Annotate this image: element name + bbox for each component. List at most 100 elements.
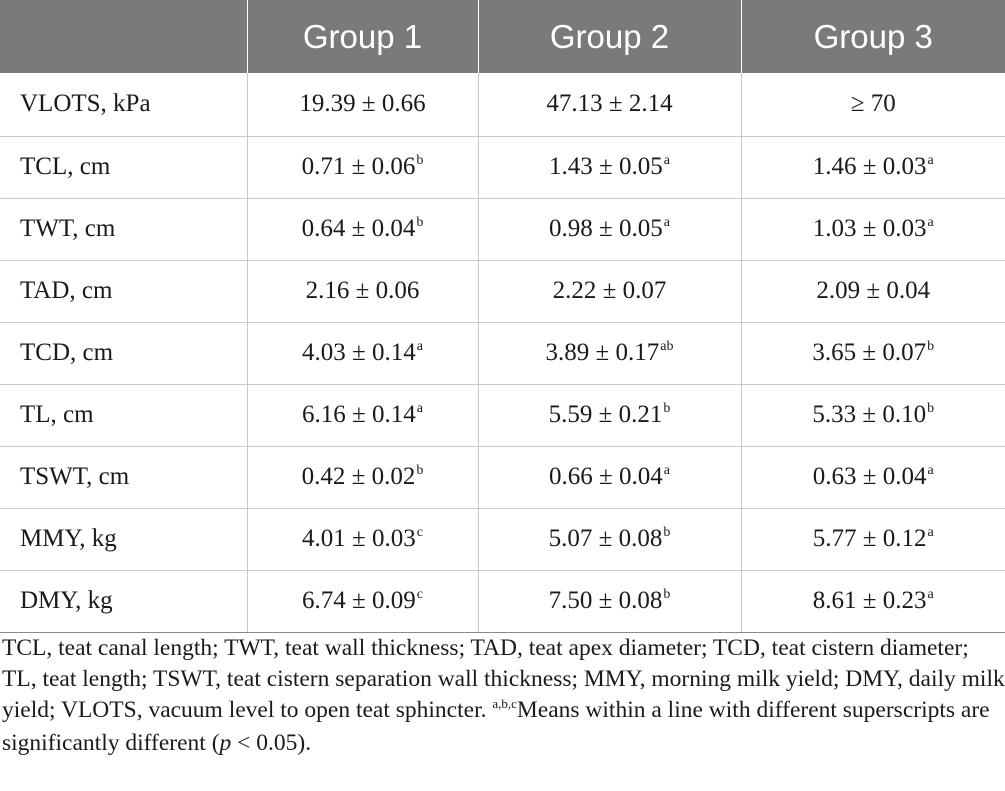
row-label: TAD, cm [0,260,247,323]
value-cell-group-1: 0.42 ± 0.02b [246,446,478,509]
header-cell-group-3: Group 3 [740,0,1005,73]
table-footnote: TCL, teat canal length; TWT, teat wall t… [0,633,1005,759]
significance-superscript: b [927,401,935,416]
value-cell-group-1: 4.01 ± 0.03c [246,508,478,571]
cell-value: 5.07 ± 0.08 [548,525,663,552]
table-row: DMY, kg 6.74 ± 0.09c 7.50 ± 0.08b 8.61 ± 0.… [0,570,1005,633]
significance-superscript: a [927,525,934,540]
cell-value: 6.16 ± 0.14 [302,401,416,428]
significance-superscript: b [663,401,671,416]
row-label: TCD, cm [0,322,247,385]
header-cell-group-1: Group 1 [246,0,478,73]
value-cell-group-2: 47.13 ± 2.14 [477,73,741,137]
row-label: VLOTS, kPa [0,73,247,137]
significance-superscript: a [663,463,670,478]
table-row: TCL, cm 0.71 ± 0.06b 1.43 ± 0.05a 1.46 ± 0.… [0,136,1005,199]
cell-value: 47.13 ± 2.14 [546,90,673,118]
significance-superscript: a [663,215,670,230]
value-cell-group-2: 2.22 ± 0.07 [477,260,741,323]
significance-superscript: b [416,463,424,478]
significance-superscript: c [416,525,423,540]
value-cell-group-1: 6.74 ± 0.09c [246,570,478,633]
significance-superscript: a [416,339,423,354]
table-container: Group 1 Group 2 Group 3 VLOTS, kPa 19.39 … [0,0,1005,756]
row-label: MMY, kg [0,508,247,571]
value-cell-group-3: 1.03 ± 0.03a [740,198,1005,261]
value-cell-group-3: 3.65 ± 0.07b [740,322,1005,385]
value-cell-group-2: 5.59 ± 0.21b [477,384,741,447]
cell-value: 5.33 ± 0.10 [812,401,927,428]
table-row: TWT, cm 0.64 ± 0.04b 0.98 ± 0.05a 1.03 ± 0.… [0,198,1005,261]
header-cell-group-2: Group 2 [477,0,741,73]
value-cell-group-2: 5.07 ± 0.08b [477,508,741,571]
cell-value: 0.63 ± 0.04 [812,463,927,490]
cell-value: 5.59 ± 0.21 [548,401,663,428]
value-cell-group-3: ≥ 70 [740,73,1005,137]
value-cell-group-2: 7.50 ± 0.08b [477,570,741,633]
table-row: TCD, cm 4.03 ± 0.14a 3.89 ± 0.17ab 3.65 ± 0… [0,322,1005,385]
value-cell-group-3: 5.77 ± 0.12a [740,508,1005,571]
cell-value: 2.16 ± 0.06 [305,277,420,304]
significance-superscript: a [927,587,934,602]
significance-superscript: a [416,401,423,416]
cell-value: 0.66 ± 0.04 [549,463,663,490]
value-cell-group-2: 0.98 ± 0.05a [477,198,741,261]
cell-value: 19.39 ± 0.66 [299,90,426,118]
value-cell-group-2: 1.43 ± 0.05a [477,136,741,199]
value-cell-group-3: 0.63 ± 0.04a [740,446,1005,509]
significance-superscript: a [927,153,934,168]
row-label: TSWT, cm [0,446,247,509]
cell-value: ≥ 70 [850,90,896,118]
value-cell-group-3: 1.46 ± 0.03a [740,136,1005,199]
cell-value: 0.71 ± 0.06 [301,153,416,180]
value-cell-group-1: 6.16 ± 0.14a [246,384,478,447]
header-cell-corner [0,0,247,73]
table-body: VLOTS, kPa 19.39 ± 0.66 47.13 ± 2.14 ≥ 70 TC… [0,73,1005,633]
cell-value: 3.89 ± 0.17 [545,339,660,366]
footnote-superscript-marks: a,b,c [492,696,517,711]
footnote-means-text: Means within a line with different super… [2,697,990,756]
cell-value: 7.50 ± 0.08 [548,587,663,614]
table-row: TL, cm 6.16 ± 0.14a 5.59 ± 0.21b 5.33 ± 0.1… [0,384,1005,447]
table-row: MMY, kg 4.01 ± 0.03c 5.07 ± 0.08b 5.77 ± 0.… [0,508,1005,571]
value-cell-group-1: 2.16 ± 0.06 [246,260,478,323]
row-label: TL, cm [0,384,247,447]
footnote-p-symbol: p [219,730,232,756]
cell-value: 0.42 ± 0.02 [301,463,416,490]
row-label: DMY, kg [0,570,247,633]
cell-value: 4.03 ± 0.14 [302,339,416,366]
significance-superscript: a [927,463,934,478]
cell-value: 4.01 ± 0.03 [302,525,416,552]
cell-value: 3.65 ± 0.07 [812,339,927,366]
cell-value: 2.22 ± 0.07 [552,277,667,304]
value-cell-group-2: 0.66 ± 0.04a [477,446,741,509]
data-table: Group 1 Group 2 Group 3 VLOTS, kPa 19.39 … [0,0,1005,633]
cell-value: 1.43 ± 0.05 [549,153,663,180]
significance-superscript: c [416,587,423,602]
value-cell-group-1: 4.03 ± 0.14a [246,322,478,385]
value-cell-group-1: 0.64 ± 0.04b [246,198,478,261]
cell-value: 2.09 ± 0.04 [816,277,931,304]
cell-value: 8.61 ± 0.23 [812,587,927,614]
footnote-p-value: < 0.05). [231,730,312,756]
significance-superscript: b [663,587,671,602]
value-cell-group-3: 5.33 ± 0.10b [740,384,1005,447]
value-cell-group-3: 2.09 ± 0.04 [740,260,1005,323]
header-row: Group 1 Group 2 Group 3 [0,0,1005,73]
cell-value: 1.03 ± 0.03 [812,215,927,242]
significance-superscript: b [416,215,424,230]
row-label: TCL, cm [0,136,247,199]
footnote-abbreviations: TCL, teat canal length; TWT, teat wall t… [2,635,1005,723]
value-cell-group-1: 19.39 ± 0.66 [246,73,478,137]
significance-superscript: a [663,153,670,168]
cell-value: 5.77 ± 0.12 [812,525,927,552]
cell-value: 6.74 ± 0.09 [302,587,416,614]
cell-value: 1.46 ± 0.03 [812,153,927,180]
table-header: Group 1 Group 2 Group 3 [0,0,1005,73]
cell-value: 0.98 ± 0.05 [549,215,663,242]
table-row: VLOTS, kPa 19.39 ± 0.66 47.13 ± 2.14 ≥ 70 [0,73,1005,137]
significance-superscript: ab [660,339,674,354]
value-cell-group-1: 0.71 ± 0.06b [246,136,478,199]
table-row: TAD, cm 2.16 ± 0.06 2.22 ± 0.07 2.09 ± 0.04 [0,260,1005,323]
row-label: TWT, cm [0,198,247,261]
